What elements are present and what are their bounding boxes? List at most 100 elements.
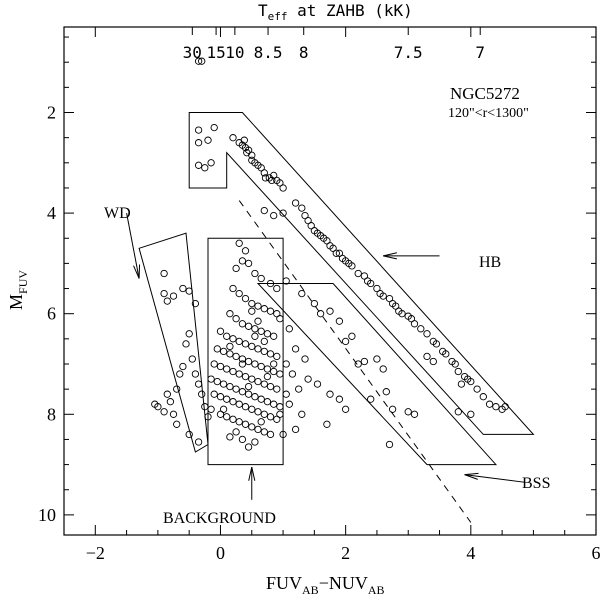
data-point <box>244 146 253 154</box>
data-point <box>210 390 218 398</box>
x-tick-label: 6 <box>592 543 601 563</box>
data-point <box>204 413 212 421</box>
data-point <box>291 345 300 353</box>
data-point <box>265 174 273 182</box>
data-point <box>251 438 259 446</box>
data-point <box>298 204 306 212</box>
data-point <box>213 345 221 353</box>
data-point <box>285 400 293 408</box>
data-point <box>238 388 247 396</box>
top-tick-label: 7.5 <box>394 43 423 62</box>
data-point <box>194 161 203 169</box>
data-point <box>479 393 487 401</box>
data-point <box>210 360 218 368</box>
y-tick-label: 8 <box>47 404 56 424</box>
data-point <box>251 332 259 340</box>
top-axis-title: Teff at ZAHB (kK) <box>258 1 413 23</box>
data-point <box>235 400 243 408</box>
y-axis-title: MFUV <box>6 270 30 310</box>
data-point <box>248 423 256 431</box>
data-point <box>169 292 178 300</box>
data-point <box>279 184 287 192</box>
data-point <box>323 420 331 428</box>
data-point <box>251 360 259 368</box>
data-point <box>244 322 253 330</box>
data-point <box>229 335 237 343</box>
data-point <box>229 134 237 142</box>
data-point <box>241 247 250 255</box>
data-point <box>260 305 268 313</box>
data-point <box>223 395 231 403</box>
data-point <box>417 325 425 333</box>
data-point <box>404 408 412 416</box>
data-point <box>173 385 181 393</box>
data-point <box>467 410 475 418</box>
data-point <box>232 315 240 323</box>
data-point <box>268 176 276 185</box>
data-point <box>179 284 187 293</box>
data-point <box>207 159 215 167</box>
data-point <box>226 433 234 441</box>
region-hb-box <box>188 112 535 435</box>
data-point <box>451 360 459 368</box>
data-point <box>191 370 200 378</box>
data-point <box>151 400 159 408</box>
data-point <box>291 425 300 434</box>
top-tick-label: 8 <box>299 43 309 62</box>
data-point <box>194 57 203 65</box>
data-point <box>198 57 206 65</box>
data-point <box>232 385 240 393</box>
data-point <box>257 327 265 335</box>
data-point <box>254 302 262 310</box>
data-point <box>270 400 278 408</box>
background-label: BACKGROUND <box>163 510 276 527</box>
data-point <box>313 380 322 388</box>
data-point <box>304 375 312 383</box>
data-point <box>454 408 462 416</box>
data-point <box>248 299 256 308</box>
data-point <box>382 388 390 396</box>
data-point <box>254 317 262 325</box>
dashed-boundary-line <box>238 200 472 523</box>
data-point <box>266 413 275 421</box>
data-point <box>354 269 362 278</box>
data-point <box>348 262 356 270</box>
plot-frame <box>63 26 597 536</box>
data-point <box>326 307 334 315</box>
data-point <box>160 269 168 278</box>
data-point <box>270 332 278 340</box>
data-point <box>210 123 218 132</box>
data-point <box>204 136 212 144</box>
data-point <box>398 310 406 318</box>
data-point <box>442 350 450 358</box>
data-point <box>260 410 268 418</box>
data-point <box>279 209 287 217</box>
data-point <box>229 284 237 293</box>
data-point <box>240 136 248 144</box>
data-point <box>185 430 193 439</box>
y-tick-label: 6 <box>47 304 56 324</box>
data-point <box>248 342 256 351</box>
data-point <box>241 340 250 348</box>
data-point <box>219 347 228 356</box>
data-point <box>238 257 247 265</box>
data-point <box>335 317 344 325</box>
y-tick-label: 4 <box>47 203 56 223</box>
top-tick-label: 10 <box>225 43 244 62</box>
top-tick-label: 7 <box>475 43 485 62</box>
data-point <box>410 410 419 418</box>
data-point <box>194 126 203 134</box>
data-point <box>241 294 250 303</box>
data-point <box>379 292 387 300</box>
data-point <box>185 287 193 295</box>
data-point <box>423 330 431 338</box>
data-point <box>257 274 265 283</box>
data-point <box>310 299 319 308</box>
data-point <box>254 345 262 353</box>
data-point <box>176 370 184 378</box>
data-point <box>198 390 206 398</box>
data-point <box>373 355 381 363</box>
data-point <box>341 337 350 346</box>
data-point <box>332 249 340 257</box>
data-point <box>373 284 381 293</box>
